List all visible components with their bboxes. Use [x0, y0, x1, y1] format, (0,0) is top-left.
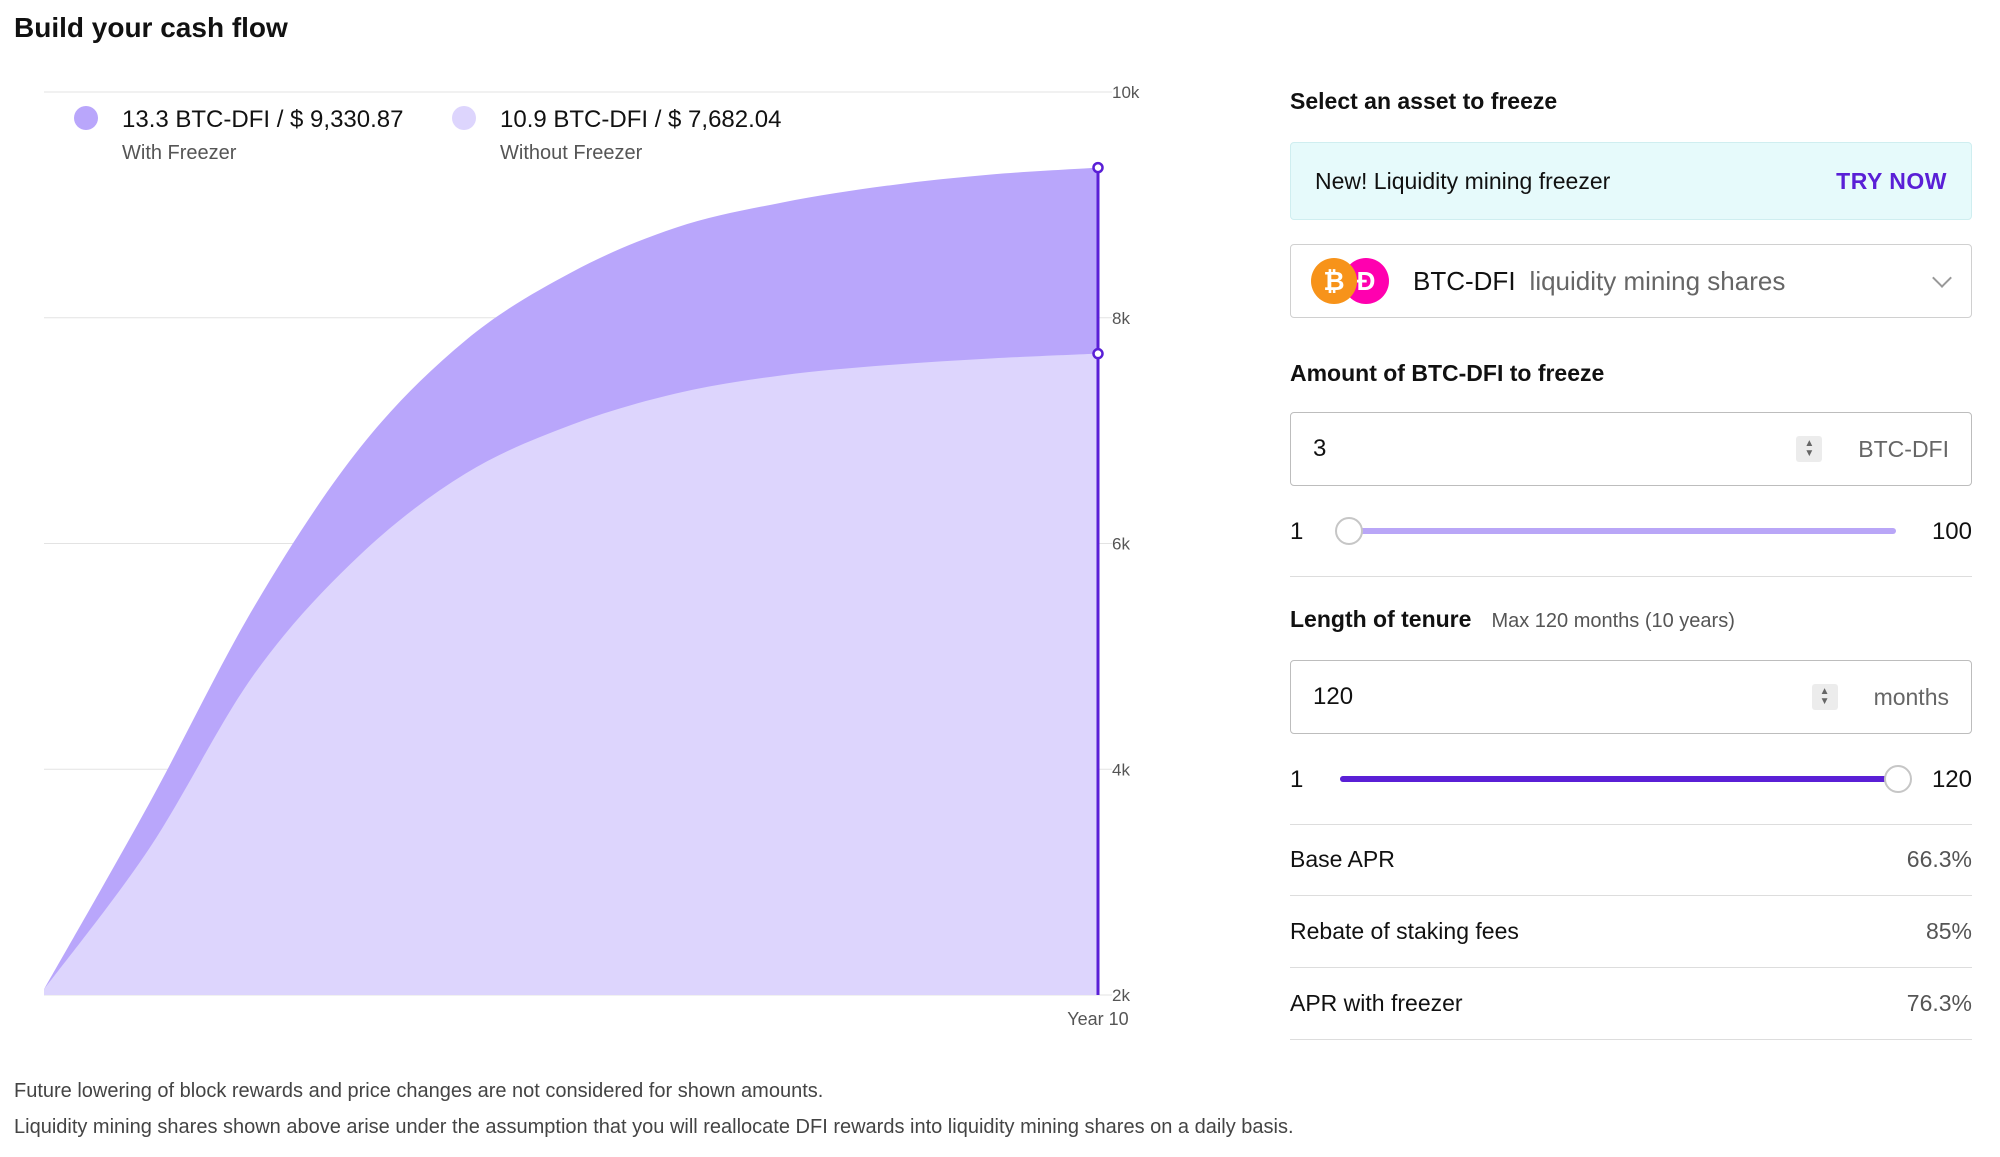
stat-row-rebate: Rebate of staking fees 85%: [1290, 896, 1972, 968]
stat-value: 85%: [1925, 918, 1972, 944]
try-now-link[interactable]: TRY NOW: [1836, 167, 1947, 194]
select-asset-label: Select an asset to freeze: [1290, 88, 1558, 114]
legend-without-freezer-value: 10.9 BTC-DFI / $ 7,682.04: [500, 106, 782, 133]
divider: [1290, 824, 1972, 825]
tenure-slider: 1 120: [1290, 760, 1972, 800]
amount-slider-max: 100: [1931, 518, 1972, 545]
marker-point-with-freezer: [1092, 161, 1104, 174]
area-without-freezer: [44, 353, 1098, 995]
y-tick-label: 10k: [1112, 83, 1140, 102]
amount-label: Amount of BTC-DFI to freeze: [1290, 360, 1605, 386]
legend-dot-without-freezer: [452, 106, 476, 130]
x-tick-label: Year 10: [1067, 1009, 1128, 1029]
y-tick-label: 6k: [1112, 535, 1130, 554]
stepper-down-icon: ▼: [1804, 448, 1815, 459]
bitcoin-icon: ₿: [1311, 258, 1357, 304]
amount-input[interactable]: [1313, 435, 1797, 463]
page-title: Build your cash flow: [14, 12, 288, 43]
footnote-reallocation: Liquidity mining shares shown above aris…: [14, 1116, 1294, 1138]
legend-dot-with-freezer: [74, 106, 98, 130]
tenure-input[interactable]: [1313, 683, 1812, 711]
tenure-slider-fill: [1340, 776, 1898, 782]
tenure-slider-track[interactable]: [1340, 765, 1912, 793]
legend-with-freezer-value: 13.3 BTC-DFI / $ 9,330.87: [122, 106, 404, 133]
tenure-label: Length of tenure Max 120 months (10 years…: [1290, 606, 1735, 633]
divider: [1290, 576, 1972, 577]
tenure-slider-max: 120: [1931, 766, 1972, 793]
legend-without-freezer-label: Without Freezer: [500, 142, 643, 164]
banner-text: New! Liquidity mining freezer: [1315, 167, 1611, 194]
tenure-hint: Max 120 months (10 years): [1491, 610, 1735, 632]
stat-row-apr-with-freezer: APR with freezer 76.3%: [1290, 968, 1972, 1040]
legend-without-freezer: 10.9 BTC-DFI / $ 7,682.04 Without Freeze…: [452, 104, 781, 165]
asset-select[interactable]: ₿ Ð BTC-DFI liquidity mining shares: [1290, 244, 1972, 318]
tenure-label-text: Length of tenure: [1290, 606, 1472, 632]
tenure-unit: months: [1873, 683, 1949, 710]
amount-slider: 1 100: [1290, 512, 1972, 552]
amount-input-box: ▲ ▼ BTC-DFI: [1290, 412, 1972, 486]
amount-stepper[interactable]: ▲ ▼: [1796, 436, 1823, 462]
y-tick-label: 4k: [1112, 760, 1130, 779]
amount-unit: BTC-DFI: [1858, 435, 1949, 462]
stepper-up-icon: ▲: [1804, 438, 1815, 449]
asset-coins: ₿ Ð: [1311, 258, 1391, 304]
asset-description: liquidity mining shares: [1529, 265, 1786, 296]
tenure-slider-thumb[interactable]: [1884, 765, 1912, 793]
asset-symbol: BTC-DFI: [1413, 265, 1516, 296]
stat-label: Rebate of staking fees: [1290, 918, 1519, 944]
chevron-down-icon: [1932, 268, 1952, 288]
stat-value: 66.3%: [1906, 846, 1972, 872]
amount-slider-track[interactable]: [1335, 517, 1896, 545]
tenure-stepper[interactable]: ▲ ▼: [1811, 684, 1838, 710]
stepper-up-icon: ▲: [1819, 686, 1830, 697]
marker-point-without-freezer: [1092, 347, 1104, 360]
footnote-block-rewards: Future lowering of block rewards and pri…: [14, 1080, 824, 1102]
stat-label: APR with freezer: [1290, 990, 1463, 1016]
stepper-down-icon: ▼: [1819, 696, 1830, 707]
amount-slider-thumb[interactable]: [1335, 517, 1364, 545]
legend-with-freezer: 13.3 BTC-DFI / $ 9,330.87 With Freezer: [74, 104, 403, 165]
tenure-input-box: ▲ ▼ months: [1290, 660, 1972, 734]
legend-with-freezer-label: With Freezer: [122, 142, 237, 164]
promo-banner: New! Liquidity mining freezer TRY NOW: [1290, 142, 1972, 220]
tenure-slider-min: 1: [1290, 766, 1304, 793]
stat-value: 76.3%: [1906, 990, 1972, 1016]
y-tick-label: 2k: [1112, 986, 1130, 1005]
y-tick-label: 8k: [1112, 309, 1130, 328]
freeze-panel: Select an asset to freeze New! Liquidity…: [1290, 0, 1972, 1157]
stat-label: Base APR: [1290, 846, 1395, 872]
cash-flow-chart: 2k 4k 6k 8k 10k Year 10: [44, 83, 1140, 1029]
amount-slider-min: 1: [1290, 518, 1304, 545]
stat-row-base-apr: Base APR 66.3%: [1290, 824, 1972, 896]
